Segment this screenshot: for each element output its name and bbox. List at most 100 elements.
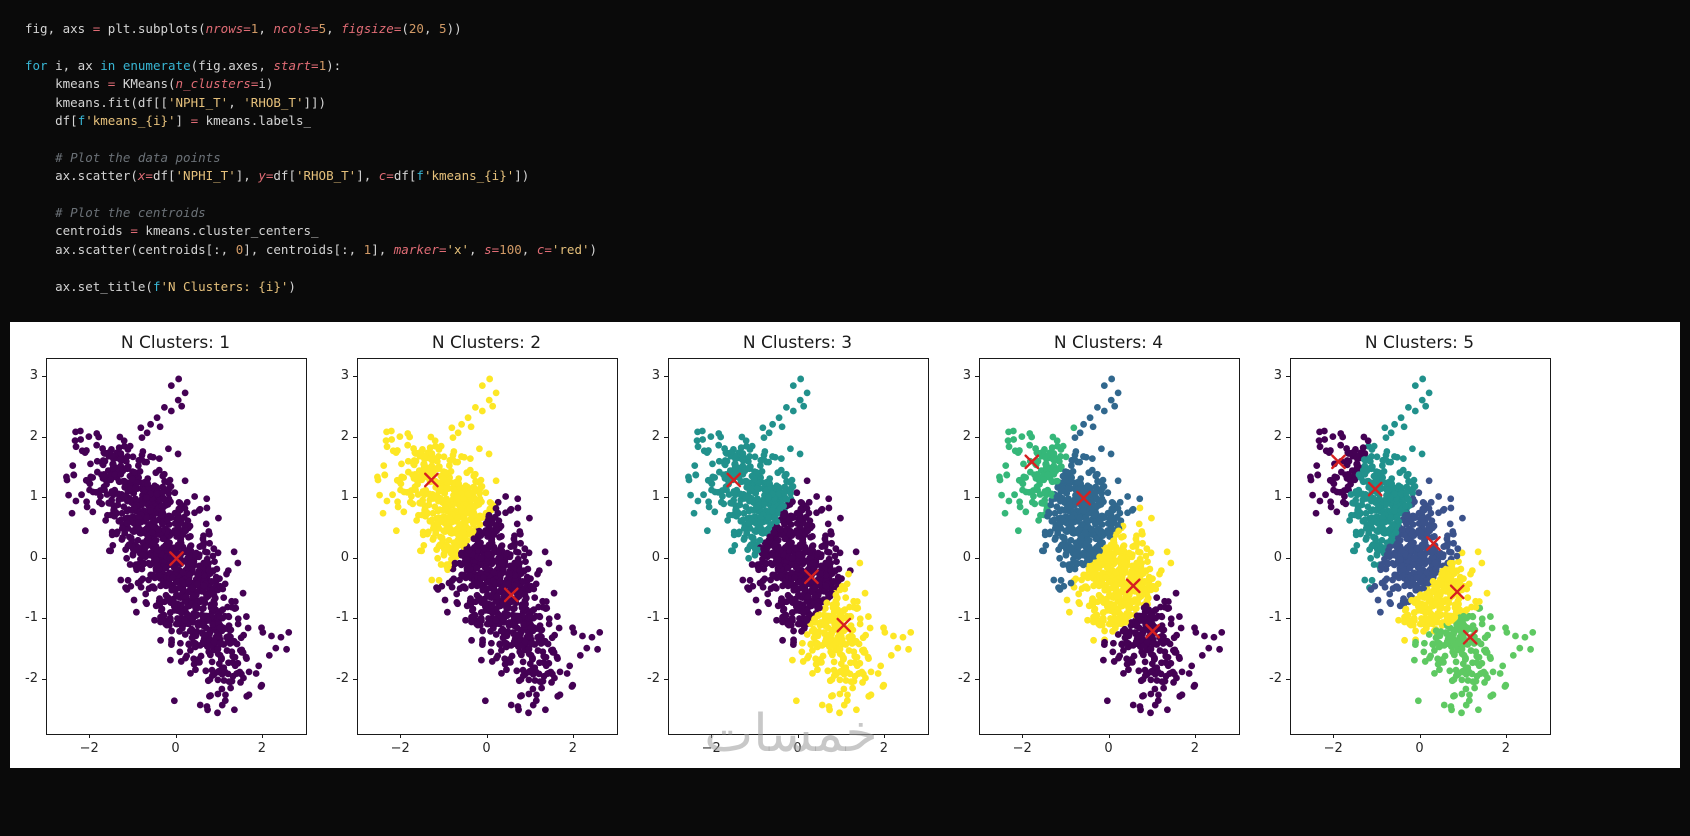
code-token: ax.scatter(	[25, 168, 138, 184]
x-tick-mark	[1505, 734, 1507, 738]
code-token: =	[393, 21, 402, 36]
code-token: c	[378, 168, 387, 184]
code-token: df[	[25, 113, 78, 129]
code-token: (	[401, 21, 409, 36]
y-tick-mark	[975, 557, 979, 559]
subplot-4: N Clusters: 4 3 2 1 0 -1 -2 −2 0 2	[943, 322, 1277, 768]
y-tick-label: 3	[962, 368, 971, 384]
y-tick-mark	[1286, 678, 1290, 680]
y-tick-mark	[975, 618, 979, 620]
code-token: =	[311, 21, 319, 36]
subplot-3: N Clusters: 3 3 2 1 0 -1 -2 −2 0 2	[632, 322, 966, 768]
x-tick-label: 2	[257, 741, 266, 756]
code-token: =	[544, 241, 552, 257]
code-token: ax.set_title(	[25, 278, 153, 294]
code-token: ):	[326, 57, 342, 73]
code-token: # Plot the centroids	[25, 205, 206, 221]
code-token: i)	[258, 76, 274, 92]
code-token: df[	[273, 168, 296, 184]
y-tick-mark	[42, 376, 46, 378]
y-tick-mark	[975, 436, 979, 438]
y-tick-mark	[42, 618, 46, 620]
subplot-title: N Clusters: 2	[431, 333, 542, 353]
y-tick-label: -1	[25, 610, 38, 626]
code-token: )	[589, 241, 598, 257]
x-tick-label: 2	[1501, 741, 1510, 756]
code-token: s	[484, 241, 492, 257]
code-token: kmeans.labels_	[198, 113, 312, 129]
plot-area	[46, 358, 307, 735]
code-token: 20	[408, 21, 424, 36]
code-token: ]])	[303, 94, 327, 110]
code-token: ]	[175, 113, 191, 129]
code-token: =	[130, 223, 138, 239]
x-tick-mark	[1108, 734, 1110, 738]
x-tick-mark	[175, 734, 177, 738]
code-token: i, ax	[47, 57, 101, 73]
subplot-title: N Clusters: 4	[1053, 333, 1164, 353]
y-tick-label: 2	[651, 428, 660, 444]
code-token: ,	[258, 21, 274, 36]
x-tick-mark	[797, 734, 799, 738]
code-token: 0	[235, 241, 244, 257]
code-token: figsize	[341, 21, 394, 36]
code-line: df[f'kmeans_{i}'] = kmeans.labels_	[25, 112, 1680, 130]
code-token: 5	[318, 21, 327, 36]
y-tick-label: 1	[340, 489, 349, 505]
code-token: centroids	[25, 223, 131, 239]
code-token: marker	[393, 241, 439, 257]
y-tick-label: -2	[1269, 670, 1282, 686]
y-tick-mark	[1286, 376, 1290, 378]
code-token: =	[190, 113, 199, 129]
code-token: =	[491, 241, 500, 257]
code-token: =	[386, 168, 394, 184]
code-line: fig, axs = plt.subplots(nrows=1, ncols=5…	[25, 20, 1680, 38]
x-tick-label: −2	[390, 741, 410, 756]
y-tick-label: -1	[336, 610, 349, 626]
y-tick-mark	[975, 678, 979, 680]
y-tick-label: 2	[29, 428, 38, 444]
y-tick-label: -2	[336, 670, 349, 686]
code-token: (fig.axes,	[190, 57, 274, 73]
code-token: kmeans.cluster_centers_	[137, 223, 319, 239]
y-tick-mark	[975, 376, 979, 378]
code-token: =	[250, 76, 259, 92]
x-tick-label: 0	[1104, 741, 1113, 756]
y-tick-mark	[353, 436, 357, 438]
y-tick-label: 3	[1273, 368, 1282, 384]
code-token: 'red'	[551, 241, 590, 257]
y-tick-label: 0	[29, 549, 38, 565]
y-tick-label: -2	[958, 670, 971, 686]
code-token: for	[25, 57, 48, 73]
x-tick-label: 2	[1190, 741, 1199, 756]
x-tick-mark	[89, 734, 91, 738]
code-token: )	[288, 278, 296, 294]
y-tick-mark	[1286, 497, 1290, 499]
code-token: 'kmeans_{i}'	[85, 113, 176, 129]
code-token: =	[107, 76, 116, 92]
code-token: start	[273, 57, 312, 73]
y-tick-mark	[664, 618, 668, 620]
code-token: kmeans.fit(df[[	[25, 94, 168, 110]
y-tick-label: 0	[962, 549, 971, 565]
y-tick-label: 0	[651, 549, 660, 565]
code-token: 'RHOB_T'	[243, 94, 304, 110]
code-token: 'NPHI_T'	[168, 94, 229, 110]
code-line: kmeans = KMeans(n_clusters=i)	[25, 75, 1680, 93]
code-line: # Plot the data points	[25, 149, 1680, 167]
code-token: ,	[469, 241, 485, 257]
code-token: c	[536, 241, 545, 257]
code-token: nrows	[205, 21, 244, 36]
y-tick-mark	[42, 678, 46, 680]
code-token: ,	[326, 21, 342, 36]
code-token: ,	[228, 94, 244, 110]
y-tick-mark	[42, 497, 46, 499]
y-tick-mark	[353, 618, 357, 620]
code-token: ], centroids[:,	[243, 241, 364, 257]
y-tick-label: 0	[340, 549, 349, 565]
x-tick-label: 0	[1415, 741, 1424, 756]
y-tick-mark	[664, 376, 668, 378]
code-token: n_clusters	[175, 76, 251, 92]
code-line	[25, 186, 1680, 204]
code-line: ax.scatter(x=df['NPHI_T'], y=df['RHOB_T'…	[25, 167, 1680, 185]
